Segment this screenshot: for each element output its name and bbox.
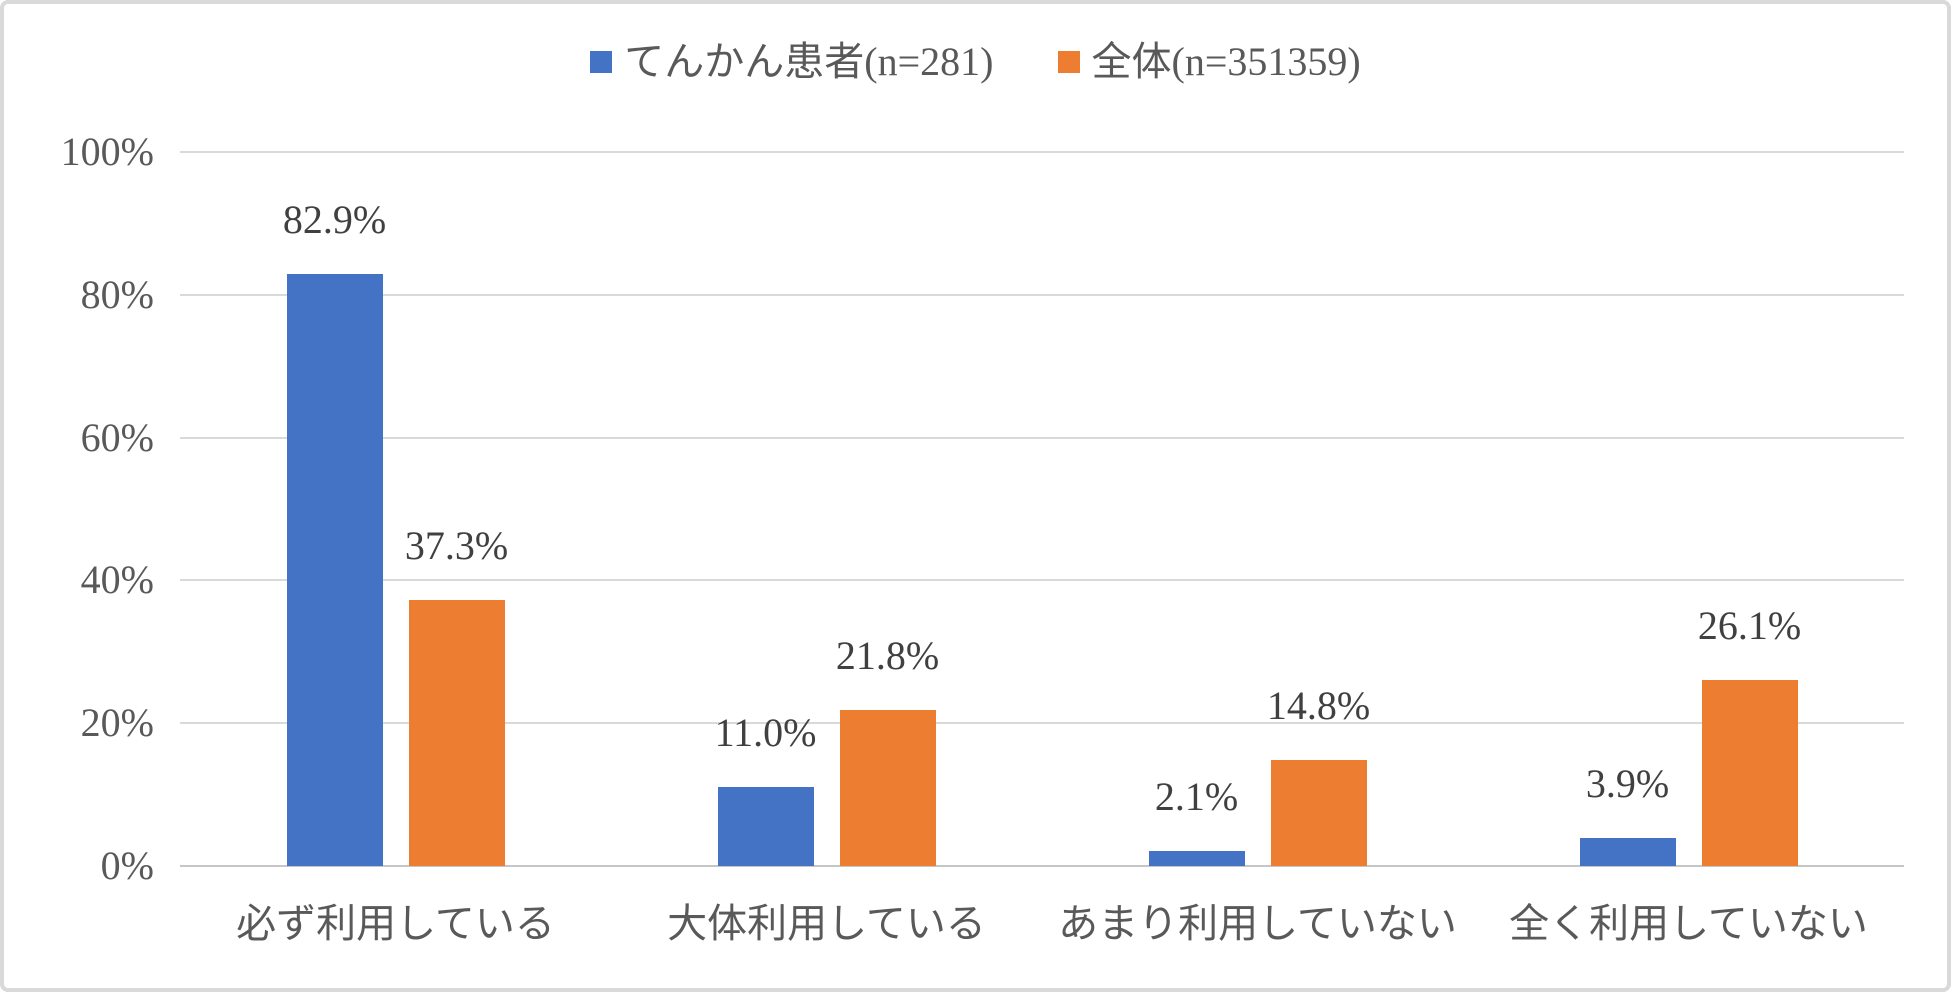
x-axis-category-label-3: 全く利用していない <box>1509 901 1868 946</box>
data-label-series1-category1: 21.8% <box>835 633 940 679</box>
legend-marker-overall-icon <box>1057 51 1080 73</box>
data-label-series0-category1: 11.0% <box>714 710 817 756</box>
legend-label-epilepsy-patients: てんかん患者(n=281) <box>624 39 994 84</box>
gridline-80 <box>180 293 1904 296</box>
legend-marker-epilepsy-patients-icon <box>590 51 613 73</box>
bar-series1-category3 <box>1701 679 1798 866</box>
bar-series0-category3 <box>1579 838 1676 866</box>
y-axis-tick-label-40: 40% <box>80 557 154 603</box>
gridline-60 <box>180 436 1904 439</box>
data-label-series0-category2: 2.1% <box>1154 774 1239 820</box>
y-axis-tick-label-0: 0% <box>100 843 154 888</box>
y-axis-tick-label-20: 20% <box>80 700 154 746</box>
gridline-100 <box>180 151 1904 153</box>
data-label-series0-category3: 3.9% <box>1585 761 1670 807</box>
bar-series0-category0 <box>286 274 383 866</box>
plot-area: 82.9% 37.3% 必ず利用している 11.0% 21.8% 大体利用している 2.1%… <box>180 151 1904 946</box>
x-axis-category-label-0: 必ず利用している <box>236 901 555 946</box>
legend-label-overall: 全体(n=351359) <box>1091 39 1361 84</box>
bar-series1-category0 <box>408 599 505 866</box>
bar-series0-category2 <box>1148 851 1245 866</box>
legend-item-overall: 全体(n=351359) <box>1057 38 1361 86</box>
data-label-series1-category3: 26.1% <box>1697 602 1802 648</box>
gridline-0 <box>180 865 1904 867</box>
bar-series1-category1 <box>839 710 936 866</box>
gridline-40 <box>180 579 1904 582</box>
data-label-series0-category0: 82.9% <box>282 197 387 243</box>
x-axis-category-label-2: あまり利用していない <box>1058 901 1457 946</box>
legend: てんかん患者(n=281) 全体(n=351359) <box>4 38 1947 86</box>
bar-series0-category1 <box>717 787 814 866</box>
bar-series1-category2 <box>1270 760 1367 866</box>
x-axis-category-label-1: 大体利用している <box>667 901 986 946</box>
y-axis-tick-label-100: 100% <box>60 129 154 174</box>
gridline-20 <box>180 722 1904 725</box>
y-axis-tick-label-60: 60% <box>80 414 154 460</box>
legend-item-epilepsy-patients: てんかん患者(n=281) <box>590 38 994 86</box>
data-label-series1-category2: 14.8% <box>1266 683 1371 729</box>
y-axis-tick-label-80: 80% <box>80 271 154 317</box>
data-label-series1-category0: 37.3% <box>404 522 509 568</box>
